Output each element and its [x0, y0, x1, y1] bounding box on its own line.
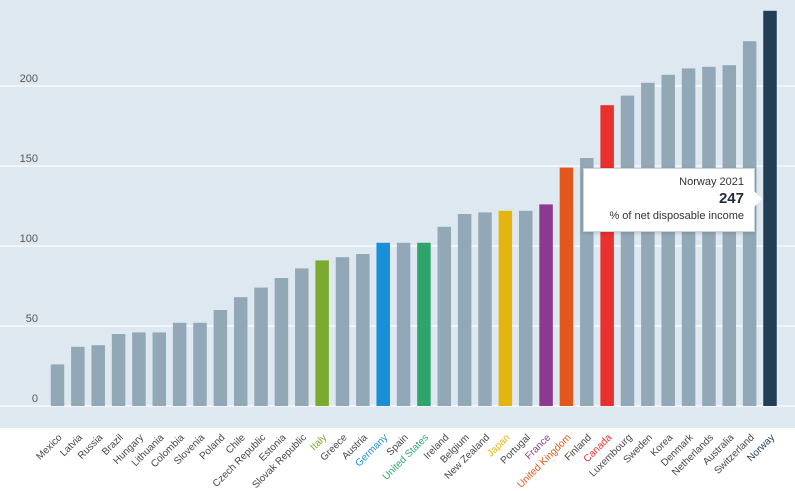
y-tick-label-200: 200: [20, 73, 38, 85]
bar-greece[interactable]: [335, 257, 350, 406]
bar-japan[interactable]: [498, 210, 513, 406]
bar-colombia[interactable]: [172, 322, 187, 406]
bar-spain[interactable]: [396, 242, 411, 406]
bar-netherlands[interactable]: [702, 66, 716, 407]
tooltip-title: Norway 2021: [679, 176, 744, 188]
bar-new-zealand[interactable]: [478, 212, 492, 406]
tooltip-value: 247: [718, 190, 744, 207]
bar-slovak-republic[interactable]: [295, 268, 309, 406]
bar-australia[interactable]: [722, 65, 737, 406]
y-tick-label-100: 100: [20, 233, 38, 245]
bar-poland[interactable]: [213, 310, 228, 406]
bar-hungary[interactable]: [132, 332, 146, 406]
tooltip-pointer: [754, 191, 762, 207]
bar-ireland[interactable]: [437, 226, 452, 406]
bar-norway[interactable]: [763, 10, 777, 407]
bar-mexico[interactable]: [50, 364, 65, 406]
bar-slovenia[interactable]: [193, 322, 207, 406]
bar-portugal[interactable]: [518, 210, 533, 406]
bar-latvia[interactable]: [71, 346, 85, 406]
bar-brazil[interactable]: [111, 334, 126, 406]
bar-sweden[interactable]: [641, 82, 655, 407]
bar-united-kingdom[interactable]: [559, 167, 574, 406]
tooltip-unit: % of net disposable income: [609, 210, 744, 222]
bar-italy[interactable]: [315, 260, 329, 406]
y-tick-label-50: 50: [26, 313, 38, 325]
bar-united-states[interactable]: [417, 242, 431, 406]
tooltip: Norway 2021 247 % of net disposable inco…: [583, 168, 762, 232]
bar-canada[interactable]: [600, 105, 614, 406]
bar-denmark[interactable]: [681, 68, 696, 407]
bar-chile[interactable]: [233, 297, 248, 406]
bar-luxembourg[interactable]: [620, 95, 635, 406]
bar-belgium[interactable]: [457, 214, 472, 406]
y-tick-label-150: 150: [20, 153, 38, 165]
bar-france[interactable]: [539, 204, 553, 406]
bar-germany[interactable]: [376, 242, 390, 406]
bar-austria[interactable]: [356, 254, 370, 406]
bar-russia[interactable]: [91, 345, 105, 406]
bar-lithuania[interactable]: [152, 332, 167, 406]
bar-korea[interactable]: [661, 74, 675, 407]
bar-czech-republic[interactable]: [254, 287, 268, 406]
bar-estonia[interactable]: [274, 278, 289, 406]
x-tick-label-mexico: Mexico: [34, 432, 64, 462]
y-tick-label-0: 0: [32, 393, 38, 405]
